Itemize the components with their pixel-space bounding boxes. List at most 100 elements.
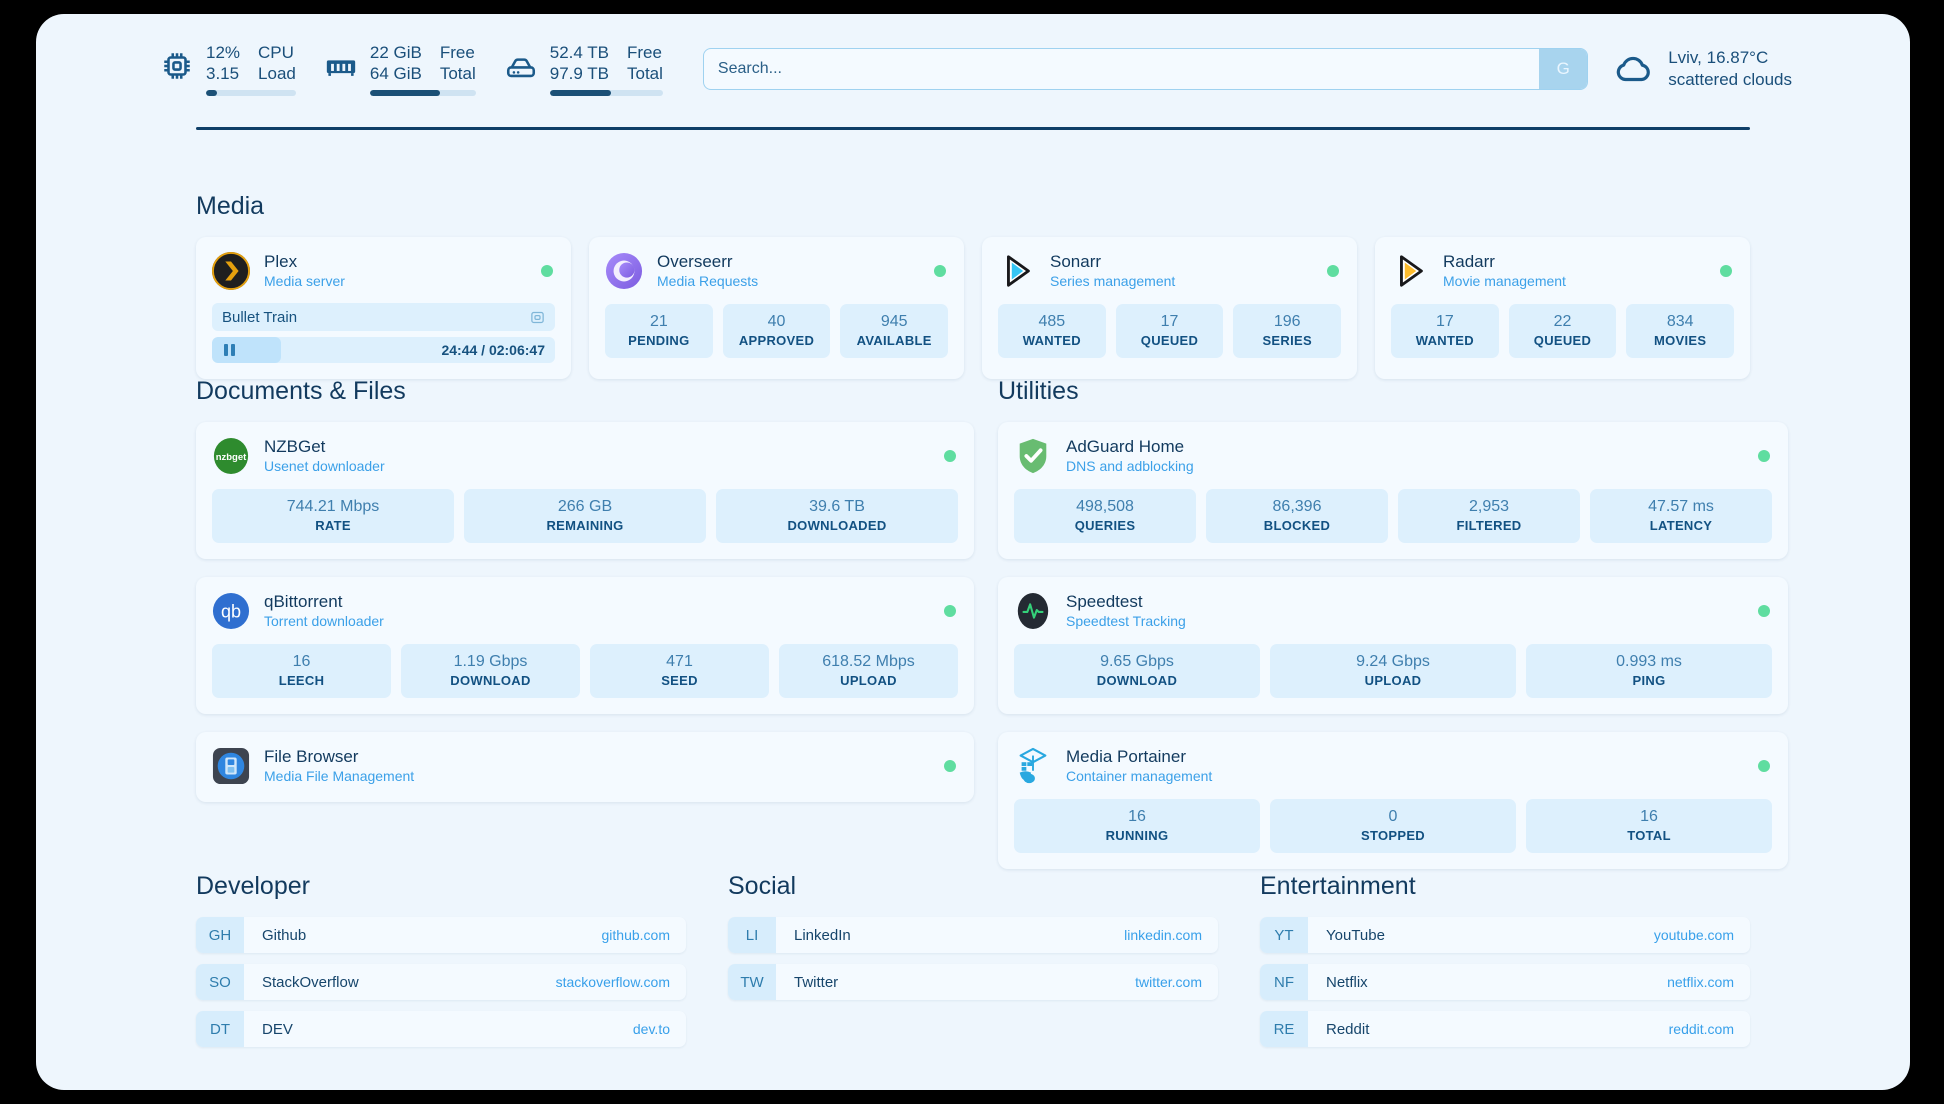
- stat-tile-total: 16 TOTAL: [1526, 799, 1772, 853]
- now-playing-title: Bullet Train: [222, 308, 298, 326]
- stat-tile-pending: 21 PENDING: [605, 304, 713, 358]
- stat-label: RATE: [315, 518, 351, 533]
- stat-label: DOWNLOAD: [1096, 673, 1178, 688]
- section-title-documents: Documents & Files: [196, 377, 406, 405]
- bookmark-abbr: NF: [1260, 964, 1308, 1000]
- service-card-radarr[interactable]: Radarr Movie management 17 WANTED 22 QUEUE…: [1375, 237, 1750, 379]
- stat-value: 744.21 Mbps: [286, 498, 380, 515]
- service-card-plex[interactable]: Plex Media server Bullet Train 24:44 / 0…: [196, 237, 571, 379]
- svg-text:qb: qb: [221, 602, 241, 622]
- stat-value: 9.65 Gbps: [1100, 653, 1174, 670]
- stat-value: 16: [292, 653, 311, 670]
- bookmark-link[interactable]: YT YouTube youtube.com: [1260, 917, 1750, 953]
- bookmark-group-title: Entertainment: [1260, 872, 1416, 900]
- service-card-adguard-home[interactable]: AdGuard Home DNS and adblocking 498,508 Q…: [998, 422, 1788, 559]
- stat-tile-wanted: 17 WANTED: [1391, 304, 1499, 358]
- weather-condition: scattered clouds: [1668, 70, 1792, 89]
- weather-widget[interactable]: Lviv, 16.87°C scattered clouds: [1614, 47, 1792, 91]
- status-indicator-online: [934, 265, 946, 277]
- bookmark-link[interactable]: TW Twitter twitter.com: [728, 964, 1218, 1000]
- cast-icon[interactable]: [530, 310, 545, 325]
- card-header: File Browser Media File Management: [212, 746, 958, 786]
- bookmark-abbr: YT: [1260, 917, 1308, 953]
- stat-value: 22: [1553, 313, 1572, 330]
- system-monitors: 12% 3.15 CPU Load 22 GiB 64 GiB Free Tot…: [160, 42, 663, 96]
- stat-label: BLOCKED: [1263, 518, 1331, 533]
- stat-label: STOPPED: [1361, 828, 1425, 843]
- search-engine-button[interactable]: G: [1539, 49, 1588, 89]
- card-header: Radarr Movie management: [1391, 251, 1734, 291]
- sysmon-value-primary: 22 GiB: [369, 43, 422, 62]
- service-name: AdGuard Home: [1066, 437, 1185, 456]
- stat-value: 39.6 TB: [809, 498, 865, 515]
- sysmon-usage-bar: [549, 90, 663, 96]
- stat-tile-download: 1.19 Gbps DOWNLOAD: [401, 644, 580, 698]
- stat-tile-rate: 744.21 Mbps RATE: [212, 489, 454, 543]
- service-card-overseerr[interactable]: Overseerr Media Requests 21 PENDING 40 APP…: [589, 237, 964, 379]
- bookmark-link[interactable]: GH Github github.com: [196, 917, 686, 953]
- service-card-nzbget[interactable]: nzbget NZBGet Usenet downloader 744.21 Mbp…: [196, 422, 974, 559]
- sysmon-label-primary: Free: [439, 43, 475, 62]
- service-description: Speedtest Tracking: [1066, 613, 1186, 629]
- sysmon-label-primary: Free: [627, 43, 662, 62]
- stat-label: PING: [1632, 673, 1666, 688]
- service-description: Media server: [264, 273, 345, 289]
- card-header: Media Portainer Container management: [1014, 746, 1772, 786]
- service-card-speedtest[interactable]: Speedtest Speedtest Tracking 9.65 Gbps DO…: [998, 577, 1788, 714]
- service-name: File Browser: [264, 747, 359, 766]
- status-indicator-online: [1758, 450, 1770, 462]
- stat-label: WANTED: [1022, 333, 1081, 348]
- service-description: Container management: [1066, 768, 1213, 784]
- playback-progress-bar[interactable]: 24:44 / 02:06:47: [212, 337, 555, 363]
- stat-tile-upload: 618.52 Mbps UPLOAD: [779, 644, 958, 698]
- service-card-qbittorrent[interactable]: qb qBittorrent Torrent downloader 16 LEECH…: [196, 577, 974, 714]
- system-monitor-disk: 52.4 TB 97.9 TB Free Total: [504, 42, 663, 96]
- service-name: Speedtest: [1066, 592, 1143, 611]
- status-indicator-online: [1327, 265, 1339, 277]
- system-monitor-memory: 22 GiB 64 GiB Free Total: [324, 42, 476, 96]
- weather-location: Lviv, 16.87°C: [1668, 48, 1769, 67]
- stat-label: WANTED: [1415, 333, 1474, 348]
- stat-tile-series: 196 SERIES: [1233, 304, 1342, 358]
- service-name: Radarr: [1443, 252, 1495, 271]
- card-header: nzbget NZBGet Usenet downloader: [212, 436, 958, 476]
- stat-tile-queued: 22 QUEUED: [1508, 304, 1617, 358]
- portainer-icon: [1014, 747, 1052, 785]
- stat-tile-leech: 16 LEECH: [212, 644, 391, 698]
- bookmark-link[interactable]: LI LinkedIn linkedin.com: [728, 917, 1218, 953]
- status-indicator-online: [1758, 605, 1770, 617]
- stat-tile-remaining: 266 GB REMAINING: [464, 489, 706, 543]
- search-box[interactable]: G: [702, 48, 1589, 90]
- plex-icon: [212, 252, 250, 290]
- bookmark-url: linkedin.com: [1124, 927, 1202, 943]
- stat-label: QUEUED: [1140, 333, 1199, 348]
- section-documents: Documents & Files nzbget NZBGet Usenet do…: [196, 377, 974, 820]
- bookmark-group-entertainment: Entertainment YT YouTube youtube.com NF …: [1260, 872, 1750, 1058]
- stat-value: 40: [767, 313, 786, 330]
- bookmark-name: Reddit: [1326, 1020, 1370, 1038]
- stat-label: REMAINING: [546, 518, 624, 533]
- search-input[interactable]: [703, 60, 1540, 78]
- stat-value: 1.19 Gbps: [453, 653, 528, 670]
- service-description: Media File Management: [264, 768, 415, 784]
- stat-label: FILTERED: [1456, 518, 1522, 533]
- bookmark-link[interactable]: SO StackOverflow stackoverflow.com: [196, 964, 686, 1000]
- service-description: Series management: [1050, 273, 1176, 289]
- overseerr-icon: [605, 252, 643, 290]
- bookmark-link[interactable]: DT DEV dev.to: [196, 1011, 686, 1047]
- stat-label: UPLOAD: [1364, 673, 1422, 688]
- service-card-file-browser[interactable]: File Browser Media File Management: [196, 732, 974, 802]
- stat-value: 47.57 ms: [1648, 498, 1714, 515]
- service-card-sonarr[interactable]: Sonarr Series management 485 WANTED 17 QUE…: [982, 237, 1357, 379]
- bookmark-link[interactable]: NF Netflix netflix.com: [1260, 964, 1750, 1000]
- service-card-media-portainer[interactable]: Media Portainer Container management 16 R…: [998, 732, 1788, 869]
- status-indicator-online: [944, 760, 956, 772]
- stat-value: 618.52 Mbps: [822, 653, 915, 670]
- playback-time: 24:44 / 02:06:47: [441, 342, 545, 358]
- stat-row: 21 PENDING 40 APPROVED 945 AVAILABLE: [605, 304, 949, 358]
- svg-text:nzbget: nzbget: [216, 452, 247, 463]
- bookmark-link[interactable]: RE Reddit reddit.com: [1260, 1011, 1750, 1047]
- stat-tile-available: 945 AVAILABLE: [840, 304, 949, 358]
- pause-button[interactable]: [212, 344, 246, 356]
- stat-row: 498,508 QUERIES 86,396 BLOCKED 2,953 FILTE…: [1014, 489, 1772, 543]
